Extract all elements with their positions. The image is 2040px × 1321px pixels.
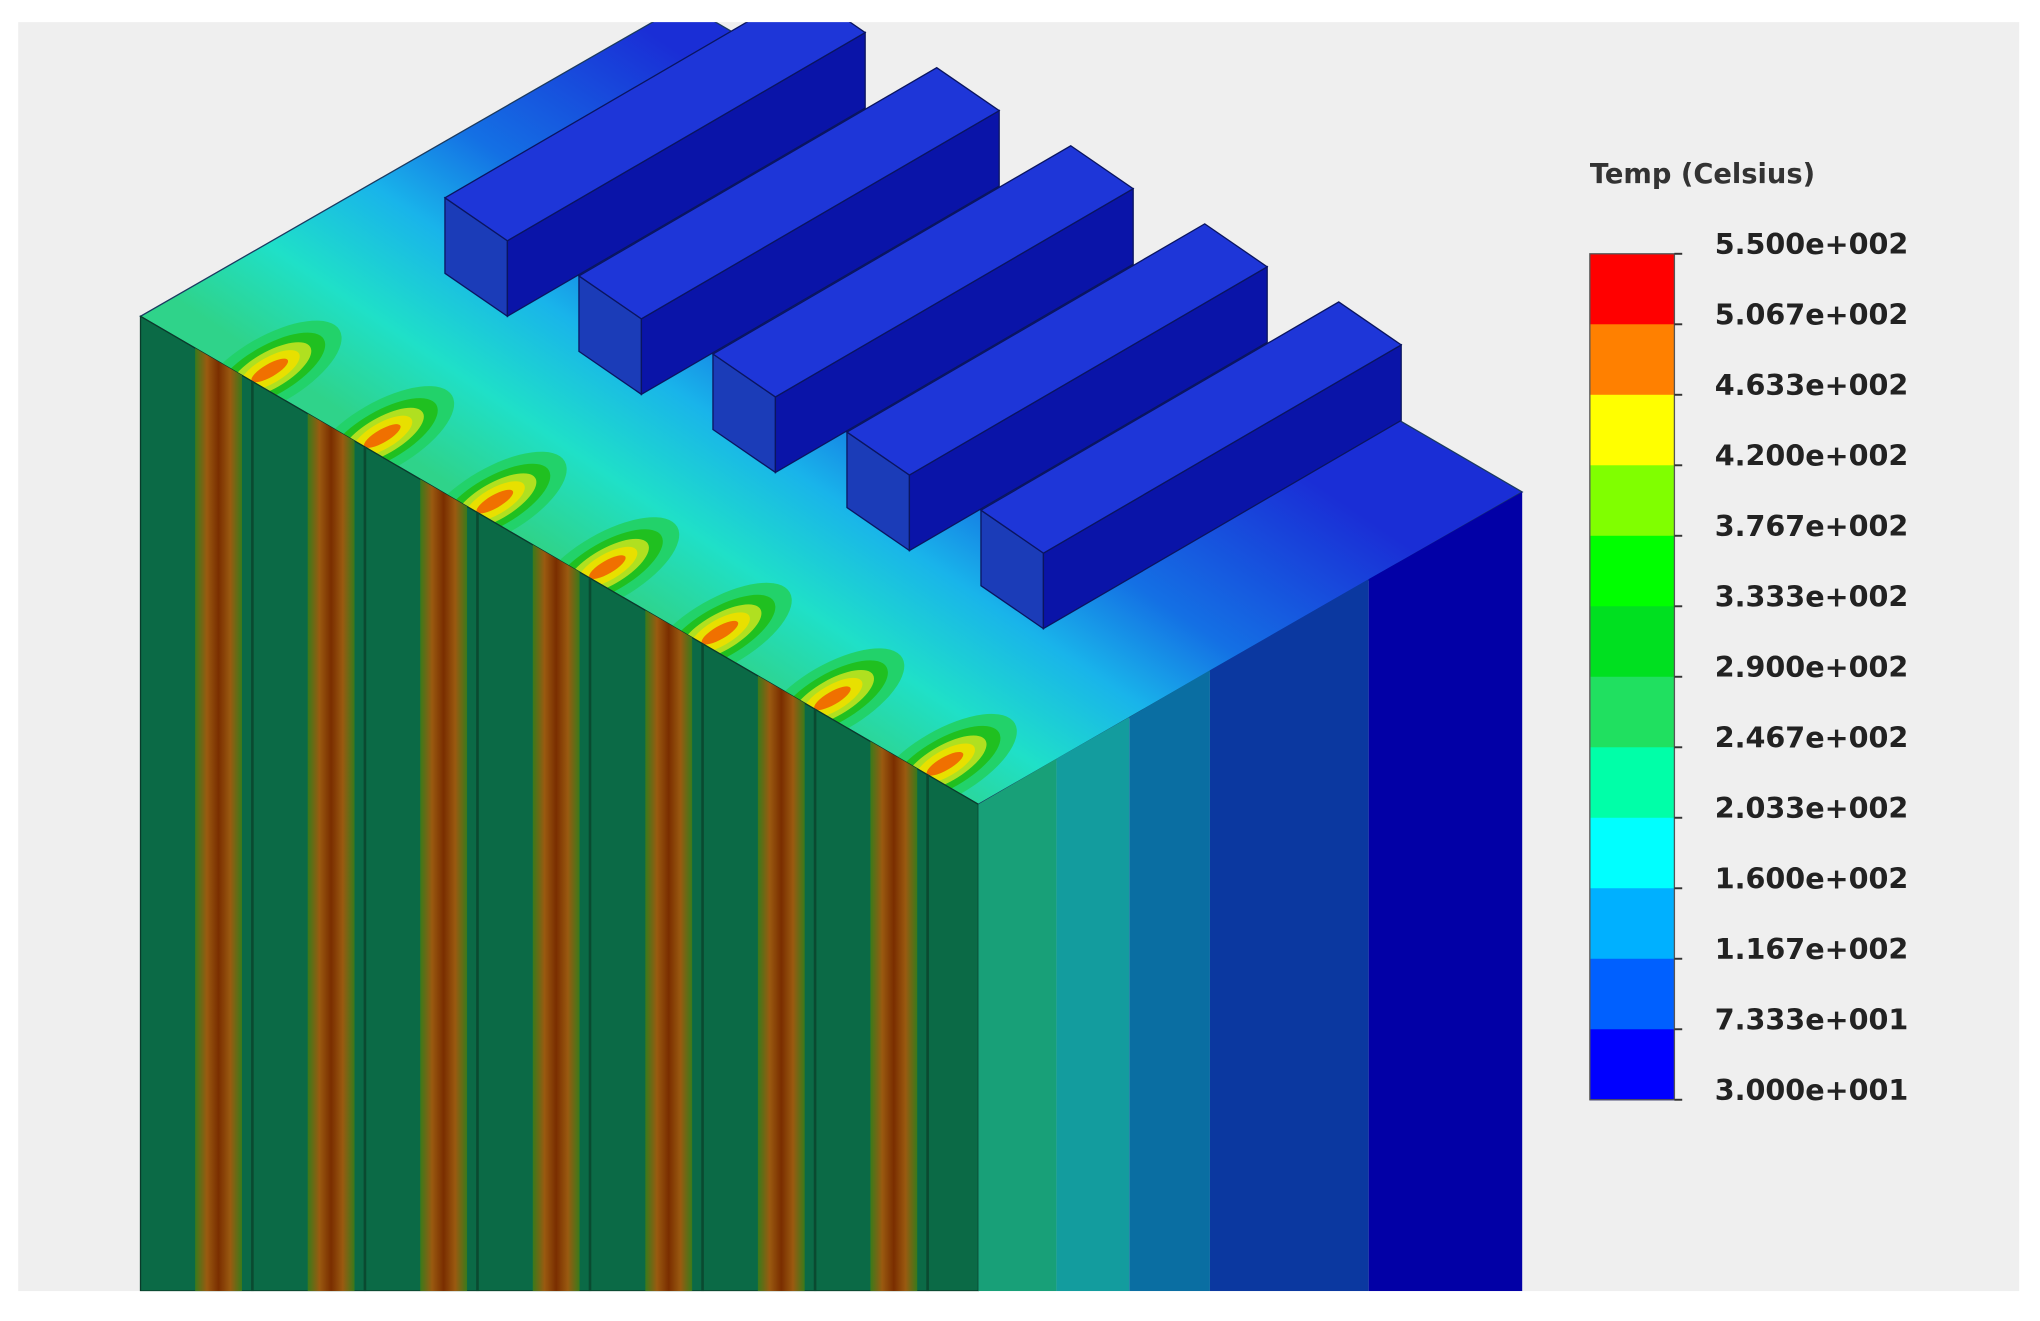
- hot-spot: [251, 358, 289, 383]
- legend-label: 4.200e+002: [1715, 438, 1909, 472]
- legend-swatch: [1589, 394, 1675, 466]
- fin-top: [979, 301, 1403, 554]
- legend-label: 3.000e+001: [1715, 1073, 1909, 1107]
- stripe: [645, 610, 693, 1292]
- hot-spot: [701, 620, 739, 645]
- hot-spot: [363, 424, 401, 448]
- fins: [443, 22, 1403, 630]
- legend-label: 2.900e+002: [1715, 650, 1909, 684]
- side-band: [1209, 579, 1369, 1292]
- legend-swatch: [1589, 817, 1675, 889]
- color-legend: 5.500e+002 5.067e+002 4.633e+002 4.200e+002…: [1589, 227, 1909, 1107]
- legend-label: 5.067e+002: [1715, 297, 1909, 331]
- legend-swatch: [1589, 606, 1675, 678]
- legend-title: Temp (Celsius): [1590, 159, 1815, 190]
- stripe: [420, 479, 468, 1292]
- hot-spot: [476, 489, 514, 514]
- legend-swatch: [1589, 465, 1675, 537]
- stripes: [195, 348, 929, 1292]
- stripe: [870, 741, 918, 1292]
- side-band: [978, 758, 1057, 1292]
- stripe: [195, 348, 242, 1292]
- fin-top: [845, 223, 1269, 476]
- stripe: [532, 544, 580, 1292]
- legend-swatch: [1589, 253, 1675, 325]
- side-band: [1129, 670, 1210, 1292]
- legend-swatch: [1589, 535, 1675, 607]
- legend-label: 7.333e+001: [1715, 1002, 1909, 1036]
- legend-swatch: [1589, 888, 1675, 960]
- stripe: [757, 675, 805, 1292]
- legend-swatch: [1589, 958, 1675, 1030]
- legend-label: 2.033e+002: [1715, 791, 1909, 825]
- legend-swatch: [1589, 676, 1675, 748]
- fin-top: [443, 22, 867, 242]
- model: [139, 22, 1524, 1292]
- hot-spot: [589, 555, 626, 579]
- legend-swatch: [1589, 324, 1675, 396]
- legend-label: 4.633e+002: [1715, 368, 1909, 402]
- legend-swatch: [1589, 747, 1675, 819]
- legend-label: 1.167e+002: [1715, 932, 1909, 966]
- legend-label: 2.467e+002: [1715, 720, 1909, 754]
- hot-spot: [926, 751, 964, 776]
- legend-label: 5.500e+002: [1715, 227, 1909, 261]
- legend-label: 3.767e+002: [1715, 509, 1909, 543]
- fin-top: [577, 66, 1001, 320]
- hot-spot: [814, 686, 851, 711]
- side-band: [1368, 491, 1523, 1292]
- side-band: [1056, 717, 1130, 1292]
- legend-label: 3.333e+002: [1715, 579, 1909, 613]
- legend-label: 1.600e+002: [1715, 861, 1909, 895]
- legend-swatch: [1589, 1029, 1675, 1101]
- stripe: [307, 413, 355, 1292]
- fin-top: [711, 144, 1135, 398]
